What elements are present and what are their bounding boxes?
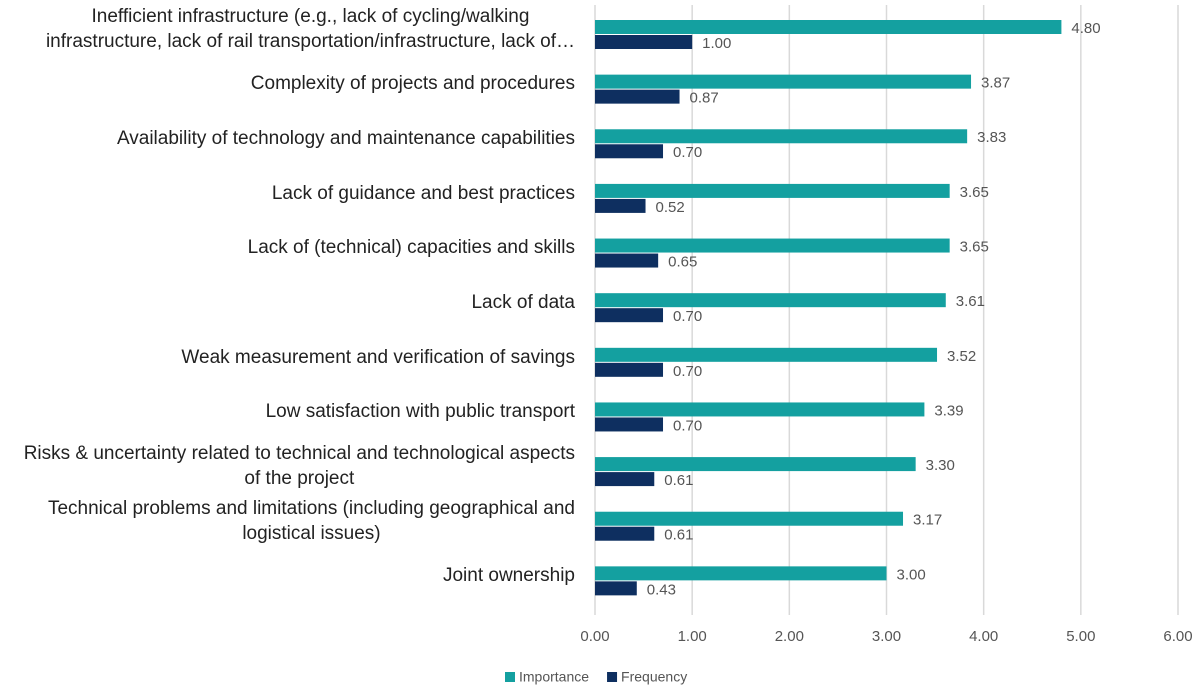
- category-text: Inefficient infrastructure (e.g., lack o…: [45, 6, 575, 53]
- category-text: Lack of data: [471, 291, 575, 313]
- category-label: Technical problems and limitations (incl…: [0, 496, 575, 547]
- category-label: Risks & uncertainty related to technical…: [0, 441, 575, 492]
- bar: [595, 402, 925, 417]
- value-label: 0.61: [664, 527, 693, 544]
- category-label: Low satisfaction with public transport: [0, 386, 575, 437]
- bar: [595, 581, 637, 596]
- bar: [595, 347, 938, 362]
- value-label: 3.65: [960, 184, 989, 201]
- legend-swatch: [505, 672, 515, 682]
- bar: [595, 511, 904, 526]
- bar: [595, 35, 693, 49]
- value-label: 3.00: [897, 566, 926, 583]
- value-label: 0.70: [673, 144, 702, 161]
- x-tick-label: 6.00: [1163, 628, 1192, 645]
- value-label: 3.65: [960, 239, 989, 256]
- bar: [595, 457, 916, 472]
- value-label: 4.80: [1071, 20, 1100, 37]
- bar: [595, 238, 950, 253]
- legend-swatch: [607, 672, 618, 682]
- category-label: Complexity of projects and procedures: [0, 59, 575, 110]
- category-label: Availability of technology and maintenan…: [0, 113, 575, 164]
- value-label: 0.70: [673, 417, 702, 434]
- category-text: Risks & uncertainty related to technical…: [23, 443, 575, 490]
- category-text: Joint ownership: [442, 565, 575, 587]
- value-label: 0.70: [673, 363, 702, 380]
- bar: [595, 20, 1062, 34]
- bar: [595, 362, 664, 377]
- bar: [595, 472, 655, 487]
- category-label: Lack of guidance and best practices: [0, 168, 575, 219]
- category-label: Weak measurement and verification of sav…: [0, 332, 575, 383]
- value-label: 0.87: [690, 90, 719, 107]
- value-label: 0.65: [668, 254, 697, 271]
- bar: [595, 144, 664, 159]
- value-label: 0.61: [664, 472, 693, 489]
- value-label: 0.52: [656, 199, 685, 216]
- bar: [595, 417, 664, 432]
- category-text: Availability of technology and maintenan…: [116, 128, 575, 150]
- category-text: Complexity of projects and procedures: [250, 73, 575, 95]
- value-label: 3.87: [981, 75, 1010, 92]
- category-text: Low satisfaction with public transport: [265, 401, 575, 423]
- x-tick-label: 1.00: [678, 628, 707, 645]
- bar: [595, 129, 968, 144]
- bar: [595, 293, 946, 308]
- value-label: 0.70: [673, 308, 702, 325]
- category-text: Technical problems and limitations (incl…: [47, 498, 575, 545]
- category-text: Lack of guidance and best practices: [271, 182, 575, 204]
- value-label: 3.61: [956, 293, 985, 310]
- category-label: Joint ownership: [0, 550, 575, 601]
- x-tick-label: 4.00: [969, 628, 998, 645]
- bar: [595, 253, 659, 268]
- category-text: Weak measurement and verification of sav…: [181, 346, 575, 368]
- category-label: Lack of (technical) capacities and skill…: [0, 223, 575, 274]
- x-tick-label: 0.00: [580, 628, 609, 645]
- bar: [595, 198, 646, 213]
- value-label: 1.00: [702, 35, 731, 52]
- x-tick-label: 3.00: [872, 628, 901, 645]
- category-label: Inefficient infrastructure (e.g., lack o…: [0, 4, 575, 55]
- value-label: 3.39: [934, 402, 963, 419]
- x-tick-label: 2.00: [775, 628, 804, 645]
- value-label: 3.52: [947, 348, 976, 365]
- value-label: 3.17: [913, 512, 942, 529]
- bar: [595, 308, 664, 323]
- value-label: 3.83: [977, 129, 1006, 146]
- bar: [595, 526, 655, 541]
- category-label: Lack of data: [0, 277, 575, 328]
- x-tick-label: 5.00: [1066, 628, 1095, 645]
- bar: [595, 183, 950, 198]
- bar: [595, 566, 887, 581]
- bar: [595, 89, 680, 104]
- legend-label: Importance: [519, 669, 589, 685]
- legend-label: Frequency: [621, 669, 687, 685]
- value-label: 3.30: [926, 457, 955, 474]
- value-label: 0.43: [647, 581, 676, 598]
- bar: [595, 74, 972, 89]
- category-text: Lack of (technical) capacities and skill…: [247, 237, 575, 259]
